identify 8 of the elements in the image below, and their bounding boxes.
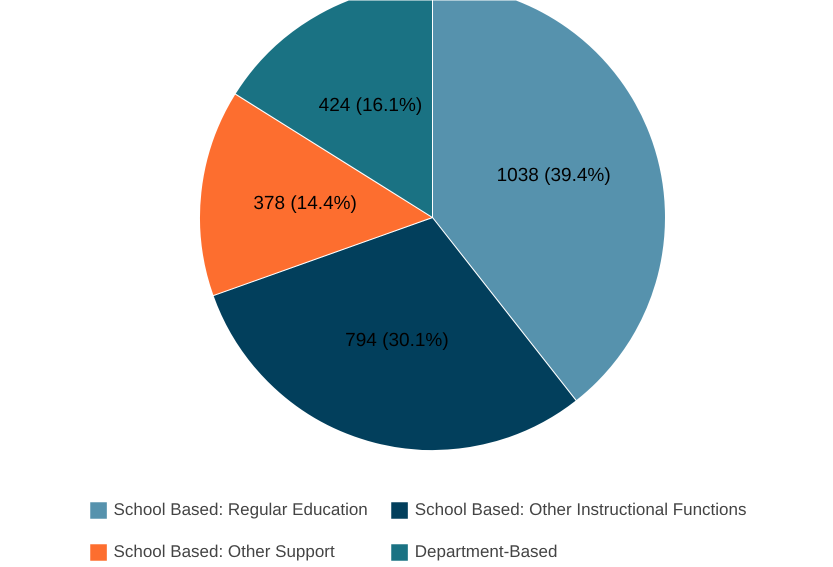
- legend-label: School Based: Regular Education: [114, 500, 368, 520]
- data-label: 794 (30.1%): [345, 330, 449, 352]
- data-label: 378 (14.4%): [253, 193, 357, 214]
- data-label: 1038 (39.4%): [496, 165, 611, 186]
- legend-label: School Based: Other Instructional Functions: [414, 500, 746, 520]
- data-label: 424 (16.1%): [318, 94, 422, 116]
- legend-label: School Based: Other Support: [114, 542, 335, 562]
- legend-label: Department-Based: [414, 542, 558, 562]
